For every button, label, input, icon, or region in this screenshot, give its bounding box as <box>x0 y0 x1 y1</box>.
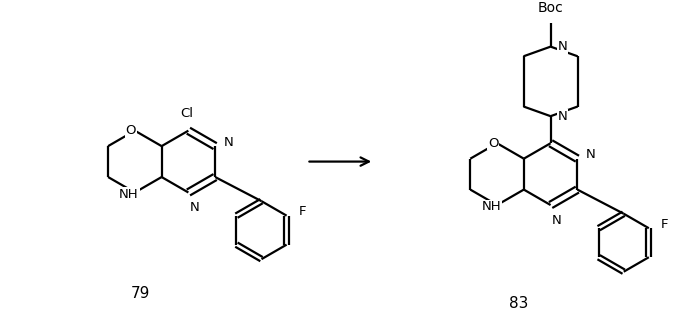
Text: 83: 83 <box>510 296 528 311</box>
Text: N: N <box>551 214 561 227</box>
Text: N: N <box>557 40 567 53</box>
Text: F: F <box>660 218 668 231</box>
Text: NH: NH <box>482 201 501 213</box>
Text: N: N <box>586 148 596 161</box>
Text: O: O <box>126 124 136 137</box>
Text: N: N <box>224 136 234 149</box>
Text: N: N <box>557 110 567 123</box>
Text: Boc: Boc <box>537 1 563 15</box>
Text: O: O <box>488 137 498 150</box>
Text: 79: 79 <box>131 287 150 301</box>
Text: Cl: Cl <box>180 107 193 120</box>
Text: N: N <box>189 202 199 214</box>
Text: NH: NH <box>119 188 139 201</box>
Text: F: F <box>298 205 306 218</box>
